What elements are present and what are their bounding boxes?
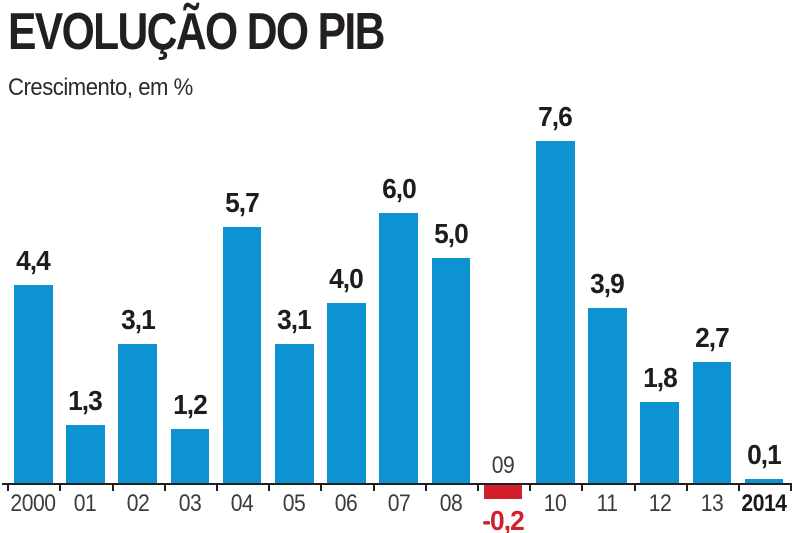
value-label-10: 7,6 — [538, 101, 573, 132]
x-tick-label-08: 08 — [439, 490, 463, 517]
x-tick-label-02: 02 — [126, 490, 149, 517]
x-tick-label-09: 09 — [491, 452, 515, 479]
bar-06 — [327, 303, 366, 483]
x-axis-tick — [320, 483, 323, 491]
bar-12 — [640, 402, 679, 483]
x-axis-tick — [633, 483, 636, 491]
x-axis-tick — [581, 483, 584, 491]
bar-2014 — [744, 478, 784, 483]
chart-subtitle: Crescimento, em % — [8, 74, 193, 101]
value-label-08: 5,0 — [433, 218, 469, 249]
bar-02 — [118, 343, 157, 483]
x-tick-label-10: 10 — [543, 490, 567, 517]
value-label-06: 4,0 — [329, 263, 365, 294]
x-tick-label-05: 05 — [282, 490, 306, 517]
bar-08 — [431, 258, 471, 483]
value-label-12: 1,8 — [642, 362, 678, 393]
x-axis-tick — [59, 483, 62, 491]
bar-01 — [66, 424, 105, 483]
x-axis-line — [2, 483, 792, 485]
x-tick-label-11: 11 — [596, 490, 618, 517]
x-axis-tick — [424, 483, 427, 491]
x-axis-tick — [372, 483, 375, 491]
x-axis-tick — [685, 483, 688, 491]
bar-11 — [588, 307, 627, 483]
x-axis-tick — [790, 483, 793, 491]
value-label-07: 6,0 — [381, 173, 417, 204]
x-tick-label-13: 13 — [700, 490, 724, 517]
bar-03 — [170, 429, 210, 483]
bar-13 — [692, 361, 732, 483]
x-axis-tick — [215, 483, 218, 491]
x-axis-tick — [268, 483, 271, 491]
bar-05 — [275, 343, 314, 483]
bar-04 — [222, 226, 262, 483]
bar-07 — [379, 213, 418, 483]
x-axis-tick — [476, 483, 479, 491]
value-label-09: -0,2 — [482, 505, 525, 533]
bar-2000 — [14, 285, 53, 483]
value-label-02: 3,1 — [120, 303, 156, 335]
x-axis-tick — [111, 483, 114, 491]
x-axis-tick — [7, 483, 10, 491]
x-tick-label-03: 03 — [178, 490, 202, 517]
x-axis-tick — [737, 483, 740, 491]
x-tick-label-06: 06 — [335, 490, 358, 517]
value-label-01: 1,3 — [68, 384, 104, 416]
bar-10 — [536, 141, 575, 483]
x-axis-tick — [529, 483, 532, 491]
value-label-2014: 0,1 — [747, 438, 782, 470]
x-tick-label-12: 12 — [648, 490, 671, 517]
value-label-05: 3,1 — [277, 303, 312, 335]
x-tick-label-2000: 2000 — [10, 490, 57, 517]
value-label-13: 2,7 — [694, 321, 730, 353]
x-tick-label-01: 01 — [74, 490, 97, 517]
value-label-03: 1,2 — [172, 389, 208, 420]
value-label-2000: 4,4 — [16, 245, 51, 276]
x-tick-label-04: 04 — [230, 490, 254, 517]
bar-09 — [483, 485, 523, 499]
chart-title: EVOLUÇÃO DO PIB — [8, 3, 385, 61]
value-label-11: 3,9 — [590, 267, 626, 299]
x-axis-tick — [163, 483, 166, 491]
x-tick-label-07: 07 — [387, 490, 410, 517]
x-tick-label-2014: 2014 — [741, 490, 787, 517]
value-label-04: 5,7 — [225, 186, 260, 218]
